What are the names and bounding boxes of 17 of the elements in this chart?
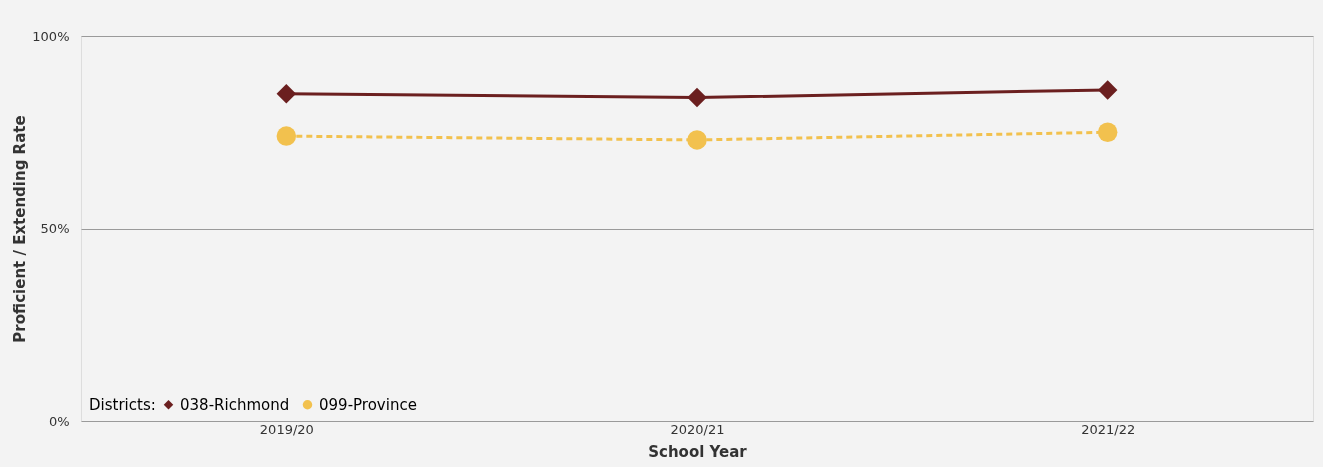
point <box>687 130 707 150</box>
y-axis-title: Proficient / Extending Rate <box>11 115 30 343</box>
legend-label: 038-Richmond <box>180 395 290 414</box>
legend-title: Districts: <box>89 396 156 414</box>
point <box>1097 122 1118 142</box>
legend-label: 099-Province <box>319 395 417 414</box>
x-axis-title: School Year <box>648 442 748 461</box>
point <box>276 84 297 104</box>
y-tick-label: 0% <box>48 413 70 429</box>
point <box>1097 80 1118 100</box>
y-tick-label: 50% <box>40 221 70 236</box>
point <box>687 87 707 108</box>
y-tick-label: 100% <box>32 28 70 44</box>
x-tick-label: 2020/21 <box>670 421 725 437</box>
x-tick-label: 2019/20 <box>259 421 314 437</box>
x-tick-label: 2021/22 <box>1081 421 1136 437</box>
point <box>276 126 297 146</box>
